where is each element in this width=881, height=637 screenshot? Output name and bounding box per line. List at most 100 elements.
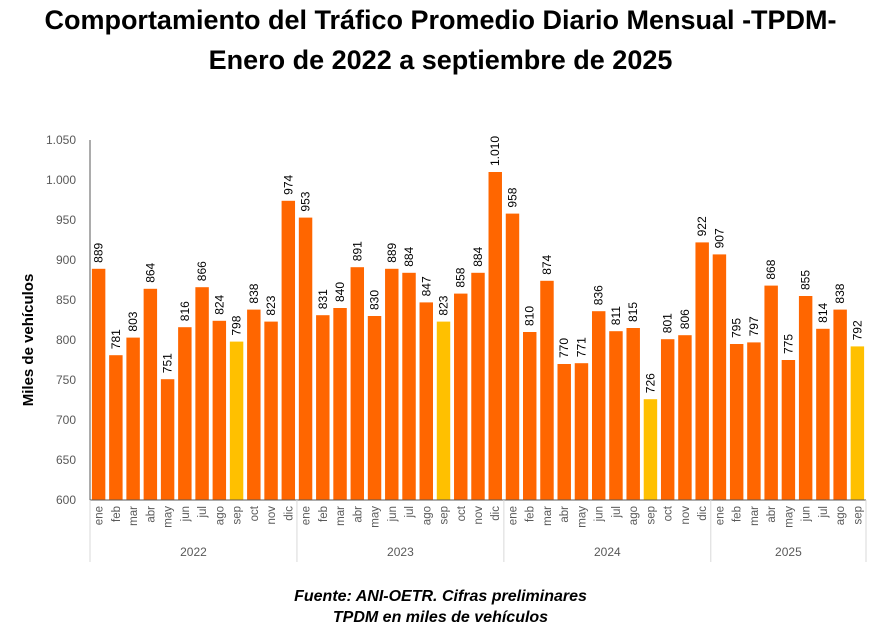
bar — [574, 363, 589, 500]
bar — [591, 311, 606, 500]
year-label: 2025 — [775, 545, 802, 559]
y-axis: 600 650 700 750 800 850 900 950 1.000 1.050 — [46, 133, 91, 507]
bar — [833, 309, 847, 500]
data-label: 907 — [712, 228, 726, 248]
data-label: 814 — [816, 302, 830, 322]
data-label: 874 — [540, 254, 554, 274]
data-label: 831 — [316, 289, 330, 309]
x-tick-label: feb — [525, 506, 537, 522]
x-tick-label: may — [370, 506, 382, 528]
bar — [126, 337, 140, 500]
data-label: 866 — [195, 261, 209, 281]
x-tick-label: jul — [197, 506, 209, 519]
x-tick-label: dic — [283, 506, 295, 521]
x-tick-label: ago — [214, 506, 226, 525]
x-tick-label: sep — [232, 506, 244, 525]
data-label: 792 — [850, 320, 864, 340]
bar — [195, 287, 209, 500]
x-tick-label: ene — [507, 506, 519, 525]
x-tick-label: may — [783, 506, 795, 528]
data-label: 824 — [212, 294, 226, 314]
data-label: 811 — [609, 306, 623, 325]
x-tick-label: abr — [145, 506, 157, 523]
bar — [660, 339, 675, 500]
bar — [316, 315, 330, 500]
data-label: 816 — [178, 301, 192, 321]
x-tick-label: jul — [818, 506, 830, 519]
x-tick-label: oct — [249, 505, 261, 521]
y-tick-label: 1.000 — [46, 173, 76, 187]
bar — [488, 172, 502, 500]
x-tick-label: mar — [128, 506, 140, 526]
bar — [367, 316, 382, 500]
bar — [781, 360, 796, 500]
x-tick-label: sep — [439, 506, 451, 525]
x-tick-label: jun — [387, 506, 399, 522]
data-label: 795 — [730, 318, 744, 338]
bar — [816, 328, 830, 500]
data-label: 823 — [437, 295, 451, 315]
data-label: 775 — [781, 334, 795, 354]
x-tick-label: ago — [421, 506, 433, 525]
data-label: 864 — [143, 262, 157, 282]
x-tick-label: oct — [456, 505, 468, 521]
year-label: 2024 — [594, 545, 621, 559]
bar — [385, 268, 399, 500]
x-tick-label: feb — [111, 506, 123, 522]
bar — [505, 213, 520, 500]
data-label: 1.010 — [488, 136, 502, 166]
bar — [798, 296, 813, 500]
x-tick-label: may — [163, 506, 175, 528]
data-label: 810 — [523, 306, 537, 326]
y-tick-label: 1.050 — [46, 133, 76, 147]
data-label: 953 — [299, 191, 313, 211]
y-tick-label: 600 — [56, 493, 76, 507]
x-tick-label: sep — [852, 506, 864, 525]
x-tick-label: oct — [663, 505, 675, 521]
x-tick-label: jul — [404, 506, 416, 519]
bar — [850, 346, 865, 500]
y-axis-label: Miles de vehículos — [20, 274, 37, 407]
units-note: TPDM en miles de vehículos — [332, 609, 549, 626]
y-tick-label: 800 — [56, 333, 76, 347]
x-tick-label: sep — [645, 506, 657, 525]
data-label: 974 — [281, 174, 295, 194]
bar — [247, 309, 261, 500]
data-label: 840 — [333, 282, 347, 302]
bar — [178, 327, 192, 500]
x-tick-label: mar — [542, 506, 554, 526]
chart-title-line1: Comportamiento del Tráfico Promedio Diar… — [44, 5, 837, 35]
x-tick-label: abr — [766, 506, 778, 523]
data-label: 855 — [799, 270, 813, 290]
data-label: 806 — [678, 309, 692, 329]
data-label: 958 — [505, 187, 519, 207]
chart-title-line2: Enero de 2022 a septiembre de 2025 — [208, 45, 673, 75]
bar — [557, 364, 571, 500]
y-tick-label: 950 — [56, 213, 76, 227]
data-label: 803 — [126, 311, 140, 331]
x-tick-label: ene — [301, 506, 313, 525]
data-label: 815 — [626, 302, 640, 322]
bar — [729, 344, 744, 500]
x-tick-label: nov — [266, 506, 278, 525]
x-tick-label: jun — [801, 506, 813, 522]
x-tick-label: ago — [835, 506, 847, 525]
x-tick-label: ene — [94, 506, 106, 525]
x-tick-label: ago — [628, 506, 640, 525]
bar — [523, 332, 537, 500]
data-label: 922 — [695, 216, 709, 236]
x-tick-label: nov — [473, 506, 485, 525]
bar — [764, 285, 778, 500]
source-note: Fuente: ANI-OETR. Cifras preliminares — [294, 588, 587, 605]
bar — [436, 321, 451, 500]
bar — [281, 200, 296, 501]
year-label: 2022 — [180, 545, 207, 559]
bar — [626, 328, 640, 500]
bar — [747, 342, 761, 500]
y-tick-label: 850 — [56, 293, 76, 307]
data-label: 889 — [385, 242, 399, 262]
x-tick-label: mar — [749, 506, 761, 526]
x-tick-label: jul — [611, 506, 623, 519]
year-label: 2023 — [387, 545, 414, 559]
bar — [643, 399, 658, 500]
